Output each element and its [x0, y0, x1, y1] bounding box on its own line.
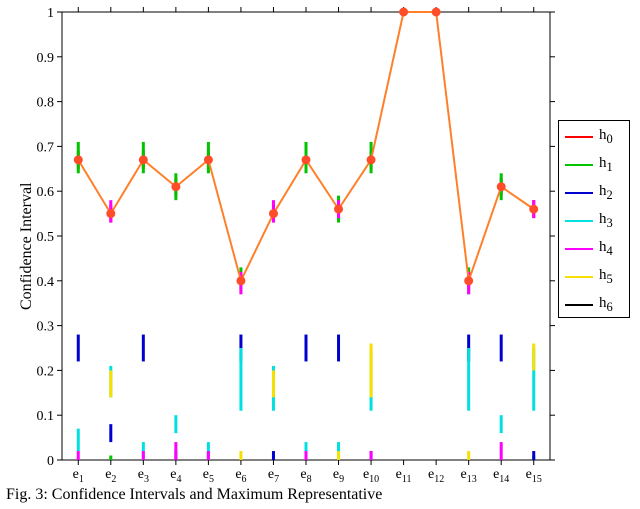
xtick-label: e3	[138, 467, 149, 485]
xtick-label: e4	[170, 467, 181, 485]
h0-marker	[237, 277, 245, 285]
legend-label: h2	[599, 183, 613, 203]
xtick-label: e15	[526, 467, 542, 485]
h0-marker	[107, 210, 115, 218]
xtick-label: e14	[493, 467, 509, 485]
h0-marker	[204, 156, 212, 164]
xtick-label: e2	[105, 467, 116, 485]
legend-item: h1	[565, 155, 613, 175]
legend-label: h1	[599, 155, 613, 175]
legend-item: h3	[565, 211, 613, 231]
ytick-label: 0.4	[37, 275, 55, 290]
legend-item: h2	[565, 183, 613, 203]
ytick-label: 0.9	[37, 51, 55, 66]
legend-swatch	[565, 192, 593, 194]
legend-label: h6	[599, 295, 613, 315]
ytick-label: 0.2	[37, 364, 55, 379]
legend-label: h0	[599, 127, 613, 147]
h0-marker	[269, 210, 277, 218]
xtick-label: e13	[461, 467, 477, 485]
h0-marker	[74, 156, 82, 164]
xtick-label: e11	[396, 467, 412, 485]
h0-marker	[465, 277, 473, 285]
h0-marker	[139, 156, 147, 164]
legend-swatch	[565, 136, 593, 138]
h0-marker	[432, 8, 440, 16]
xtick-label: e12	[428, 467, 444, 485]
xtick-label: e8	[300, 467, 311, 485]
h0-marker	[530, 205, 538, 213]
legend: h0 h1 h2 h3 h4 h5 h6	[558, 120, 630, 318]
legend-item: h4	[565, 239, 613, 259]
legend-item: h0	[565, 127, 613, 147]
xtick-label: e5	[203, 467, 214, 485]
ytick-label: 0.6	[37, 185, 55, 200]
xtick-label: e9	[333, 467, 344, 485]
legend-swatch	[565, 304, 593, 306]
h0-marker	[335, 205, 343, 213]
xtick-label: e1	[73, 467, 84, 485]
legend-swatch	[565, 276, 593, 278]
legend-swatch	[565, 248, 593, 250]
legend-item: h5	[565, 267, 613, 287]
h0-marker	[400, 8, 408, 16]
figure-container: 0 0.1 0.2 0.3 0.4 0.5 0.6 0.7 0.8 0.9 1 e1 e2 e3 e4 e5 e…	[0, 0, 640, 509]
ytick-label: 0.5	[37, 230, 55, 245]
xtick-label: e6	[235, 467, 246, 485]
xtick-label: e10	[363, 467, 379, 485]
ytick-label: 0.1	[37, 409, 55, 424]
ytick-label: 1	[47, 6, 54, 21]
ytick-label: 0.7	[37, 140, 55, 155]
ytick-label: 0.8	[37, 96, 55, 111]
ytick-label: 0.3	[37, 320, 55, 335]
xtick-label: e7	[268, 467, 279, 485]
legend-item: h6	[565, 295, 613, 315]
h0-marker	[172, 183, 180, 191]
legend-label: h5	[599, 267, 613, 287]
figure-caption: Fig. 3: Confidence Intervals and Maximum…	[0, 486, 640, 504]
legend-swatch	[565, 164, 593, 166]
h0-marker	[367, 156, 375, 164]
legend-label: h3	[599, 211, 613, 231]
h0-marker	[497, 183, 505, 191]
chart-svg: 0 0.1 0.2 0.3 0.4 0.5 0.6 0.7 0.8 0.9 1 e1 e2 e3 e4 e5 e…	[0, 0, 640, 509]
h0-marker	[302, 156, 310, 164]
ytick-label: 0	[47, 454, 54, 469]
legend-swatch	[565, 220, 593, 222]
y-axis-label: Confidence Interval	[18, 183, 36, 311]
legend-label: h4	[599, 239, 613, 259]
